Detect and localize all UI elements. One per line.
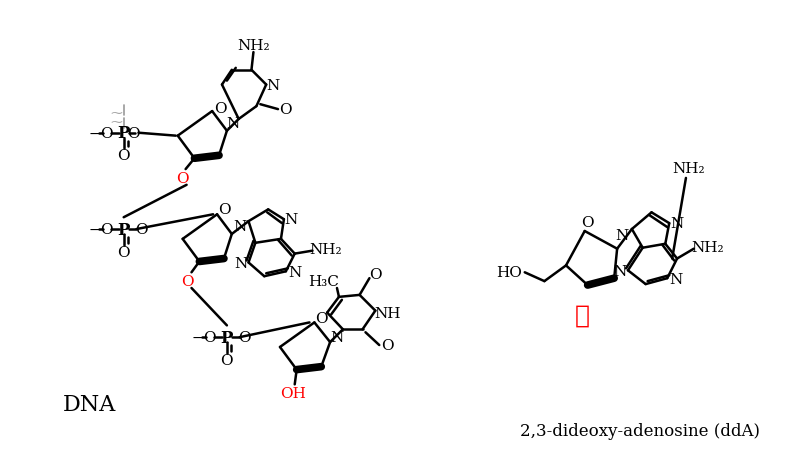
Text: O: O: [176, 172, 189, 186]
Text: NH: NH: [374, 306, 400, 320]
Text: ~: ~: [109, 113, 123, 130]
Text: O: O: [214, 102, 226, 116]
Text: O: O: [221, 353, 233, 367]
Text: 2,3-dideoxy-adenosine (ddA): 2,3-dideoxy-adenosine (ddA): [520, 422, 759, 439]
Text: N: N: [288, 266, 301, 280]
Text: O: O: [315, 312, 327, 326]
Text: N: N: [615, 228, 629, 243]
Text: NH₂: NH₂: [691, 240, 724, 254]
Text: N: N: [669, 273, 683, 287]
Text: O: O: [127, 126, 140, 140]
Text: HO: HO: [496, 266, 522, 280]
Text: NH₂: NH₂: [308, 242, 342, 256]
Text: N: N: [233, 219, 246, 233]
Text: N: N: [284, 213, 297, 227]
Text: ⚡: ⚡: [575, 304, 590, 327]
Text: N: N: [671, 217, 683, 231]
Text: P: P: [118, 125, 130, 142]
Text: O: O: [135, 223, 148, 237]
Text: O: O: [279, 103, 292, 117]
Text: O: O: [117, 245, 130, 259]
Text: NH₂: NH₂: [237, 39, 270, 53]
Text: N: N: [267, 78, 280, 92]
Text: O: O: [581, 216, 594, 230]
Text: O: O: [380, 338, 393, 352]
Text: H₃C: H₃C: [308, 275, 339, 288]
Text: OH: OH: [280, 386, 305, 400]
Text: DNA: DNA: [62, 393, 116, 415]
Text: NH₂: NH₂: [672, 162, 706, 176]
Text: N: N: [614, 265, 626, 279]
Text: P: P: [118, 221, 130, 238]
Text: N: N: [331, 331, 343, 344]
Text: ~: ~: [109, 103, 123, 120]
Text: −: −: [191, 331, 203, 344]
Text: O: O: [181, 275, 194, 288]
Text: O: O: [369, 268, 381, 282]
Text: O: O: [218, 203, 230, 217]
Text: −: −: [89, 126, 100, 140]
Text: N: N: [226, 117, 240, 131]
Text: O: O: [100, 223, 112, 237]
Text: N: N: [234, 257, 248, 271]
Text: O: O: [238, 331, 251, 344]
Text: O: O: [202, 331, 215, 344]
Text: P: P: [221, 329, 233, 346]
Text: O: O: [100, 126, 112, 140]
Text: O: O: [117, 149, 130, 163]
Text: −: −: [89, 223, 100, 237]
